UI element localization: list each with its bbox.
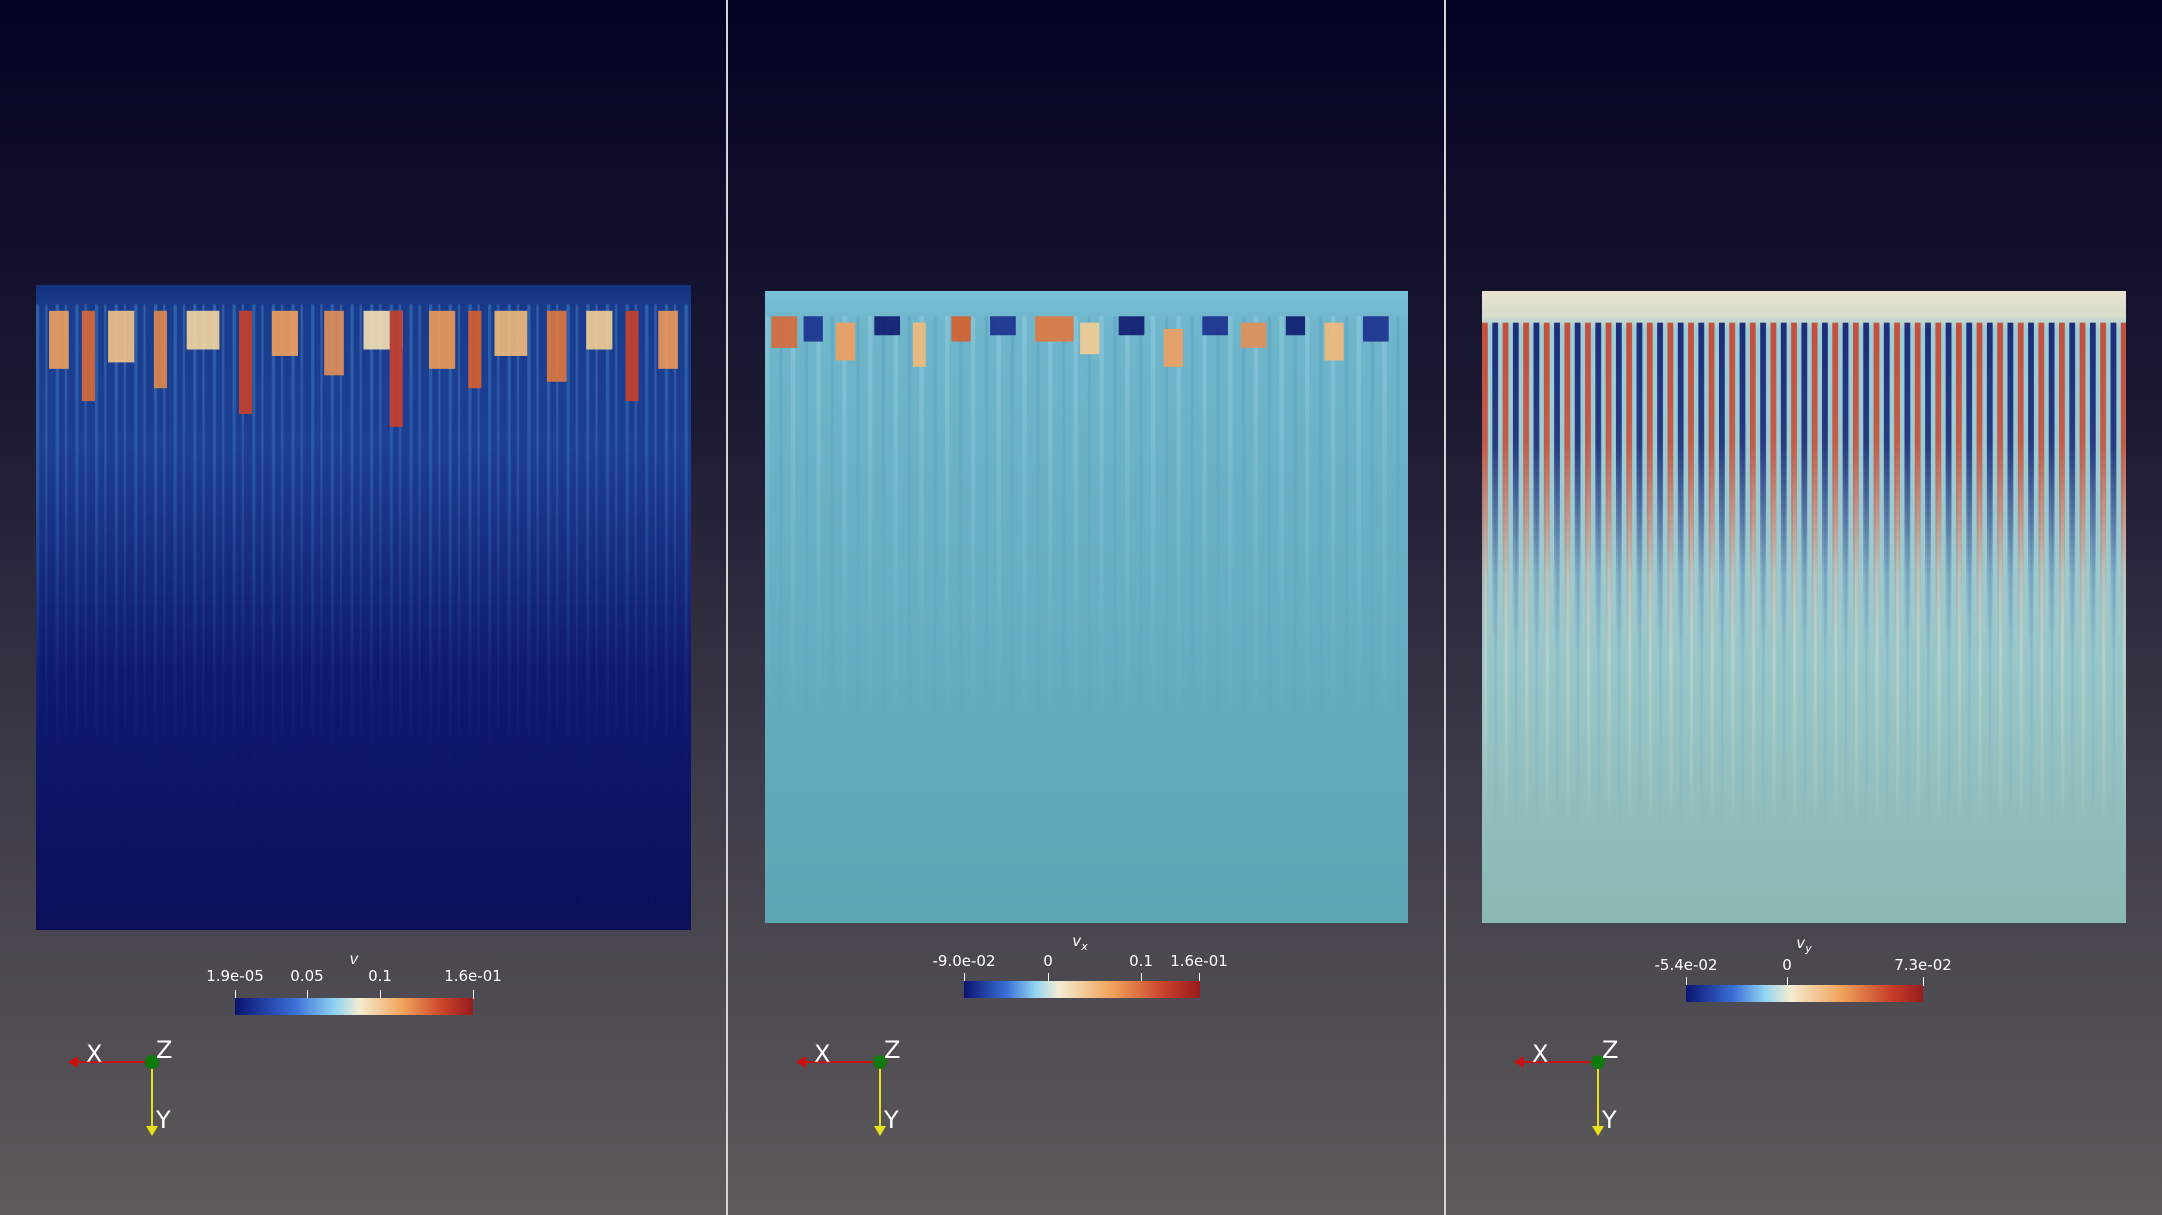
tick-label: -9.0e-02 [932,952,996,970]
render-view-velocity-y[interactable]: vy -5.4e-02 0 7.3e-02 X Z Y [1446,0,2162,1215]
tick-mark [1787,977,1788,986]
colorbar-gradient [1686,985,1923,1002]
tick-mark [1686,977,1687,986]
z-axis-origin-icon [873,1055,887,1069]
y-axis-label: Y [156,1106,171,1134]
tick-mark [1141,973,1142,982]
x-axis-label: X [814,1040,831,1068]
y-axis-arrow-icon [874,1126,886,1136]
tick-mark [1048,973,1049,982]
y-axis-label: Y [884,1106,899,1134]
tick-mark [380,990,381,999]
plume-band [49,310,678,427]
tick-label: 0 [1782,956,1792,974]
tick-label: -5.4e-02 [1654,956,1718,974]
y-axis-label: Y [1602,1106,1617,1134]
colorbar-gradient [964,981,1200,998]
tick-label: 0 [1043,952,1053,970]
z-axis-label: Z [884,1036,901,1064]
render-view-velocity-x[interactable]: vx -9.0e-02 0 0.1 1.6e-01 X Z Y [728,0,1444,1215]
tick-mark [473,990,474,999]
colorbar-title: v [349,950,359,968]
x-axis-arrow-icon [796,1056,806,1068]
y-axis-arrow-icon [1592,1126,1604,1136]
orientation-axes: X Z Y [1506,1030,1636,1140]
tick-label: 1.9e-05 [206,967,264,985]
tick-mark [964,973,965,982]
x-axis-arrow-icon [1514,1056,1524,1068]
velocity-y-field [1482,291,2126,923]
z-axis-label: Z [156,1036,173,1064]
tick-label: 0.1 [1129,952,1153,970]
tick-label: 1.6e-01 [1170,952,1228,970]
view-separator[interactable] [1444,0,1446,1215]
x-axis-label: X [86,1040,103,1068]
colorbar-title: vx [1072,932,1088,953]
tick-label: 0.05 [290,967,324,985]
y-axis-arrow-icon [146,1126,158,1136]
velocity-x-field [765,291,1408,923]
tick-label: 7.3e-02 [1894,956,1952,974]
tick-label: 1.6e-01 [444,967,502,985]
z-axis-label: Z [1602,1036,1619,1064]
z-axis-origin-icon [1591,1055,1605,1069]
tick-mark [235,990,236,999]
z-axis-origin-icon [145,1055,159,1069]
colorbar-title: vy [1796,934,1812,955]
tick-label: 0.1 [368,967,392,985]
view-separator[interactable] [726,0,728,1215]
orientation-axes: X Z Y [788,1030,918,1140]
x-axis-arrow-icon [68,1056,78,1068]
tick-mark [1199,973,1200,982]
orientation-axes: X Z Y [60,1030,190,1140]
tick-mark [307,990,308,999]
render-view-velocity-magnitude[interactable]: v 1.9e-05 0.05 0.1 1.6e-01 X Z Y [0,0,726,1215]
colorbar-gradient [235,998,473,1015]
velocity-magnitude-field [36,285,691,930]
x-axis-label: X [1532,1040,1549,1068]
tick-mark [1923,977,1924,986]
plume-band [771,316,1389,367]
